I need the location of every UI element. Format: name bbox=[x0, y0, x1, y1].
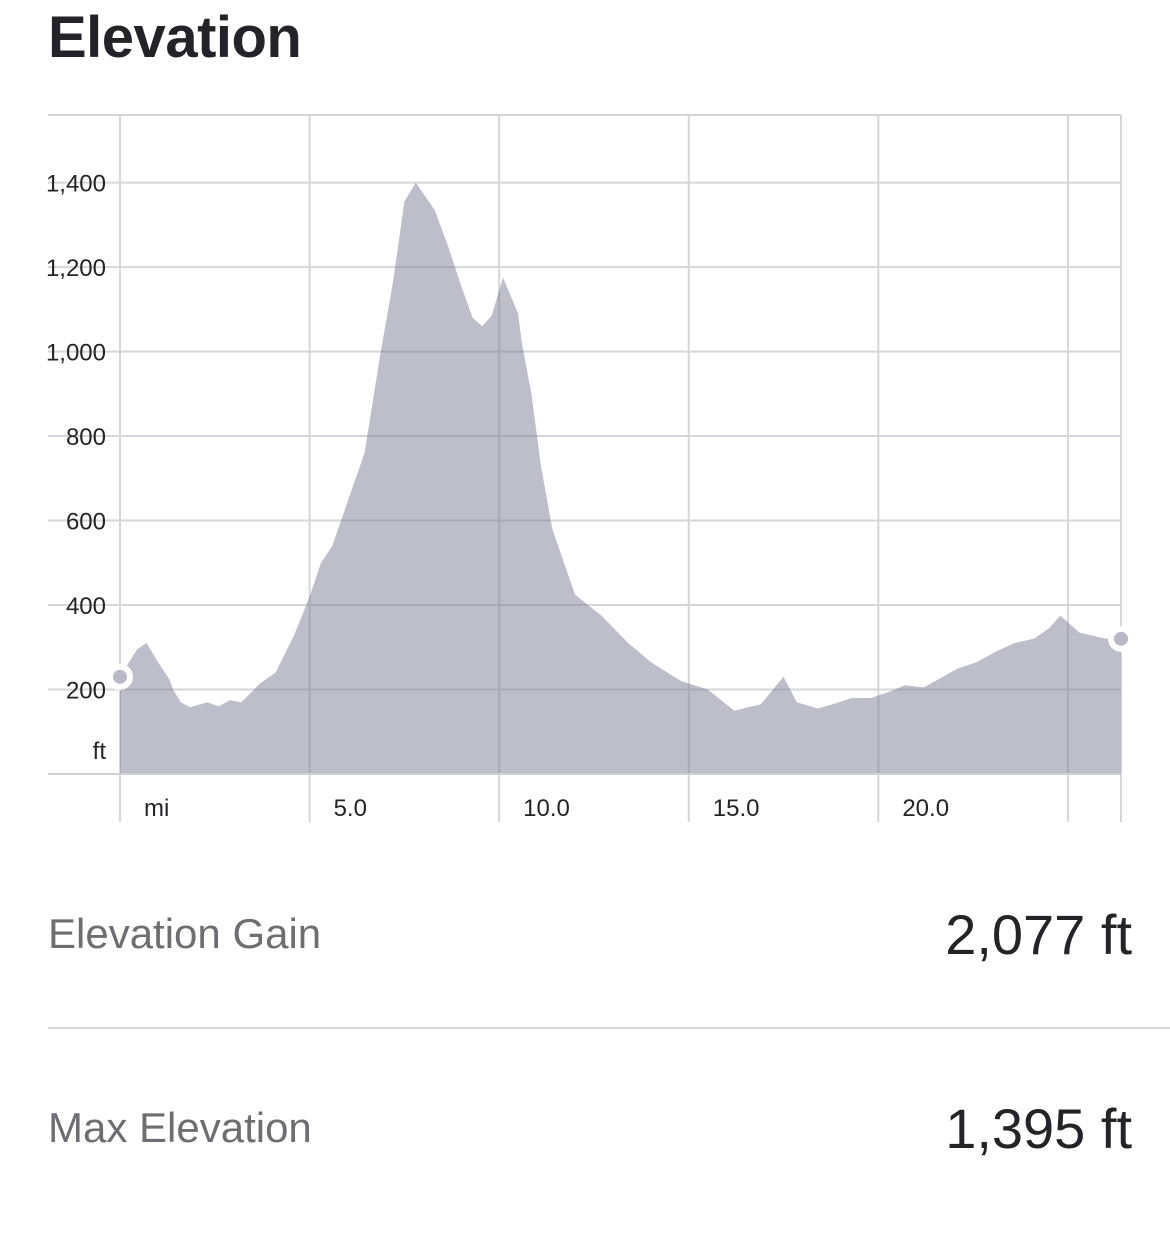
max-elevation-value: 1,395 ft bbox=[945, 1096, 1132, 1160]
end-marker[interactable] bbox=[1108, 625, 1134, 652]
x-tick-label: 10.0 bbox=[523, 795, 570, 822]
x-tick-label: 15.0 bbox=[713, 795, 760, 822]
elevation-gain-value: 2,077 ft bbox=[945, 902, 1132, 966]
elevation-gain-row: Elevation Gain 2,077 ft bbox=[48, 894, 1132, 974]
chart-tick-labels: 200 400 600 800 1,000 1,200 1,400 ft mi 5.0 10.0 15… bbox=[46, 171, 949, 822]
start-marker[interactable] bbox=[107, 663, 133, 690]
chart-markers bbox=[48, 625, 1134, 775]
x-tick-label: 20.0 bbox=[902, 795, 949, 822]
y-tick-label: 200 bbox=[66, 678, 106, 705]
y-tick-label: 800 bbox=[66, 424, 106, 451]
elevation-gain-label: Elevation Gain bbox=[48, 910, 322, 957]
stats-divider bbox=[48, 1027, 1170, 1029]
max-elevation-row: Max Elevation 1,395 ft bbox=[48, 1088, 1132, 1168]
y-tick-label: 400 bbox=[66, 593, 106, 620]
elevation-area bbox=[120, 182, 1121, 775]
max-elevation-label: Max Elevation bbox=[48, 1104, 312, 1151]
y-unit-label: ft bbox=[93, 738, 107, 765]
page-title: Elevation bbox=[48, 5, 302, 70]
y-tick-label: 1,000 bbox=[46, 340, 106, 367]
elevation-chart[interactable]: 200 400 600 800 1,000 1,200 1,400 ft mi 5.0 10.0 15… bbox=[0, 100, 1170, 830]
x-tick-label: mi bbox=[144, 795, 169, 822]
y-tick-label: 1,200 bbox=[46, 255, 106, 282]
x-tick-label: 5.0 bbox=[334, 795, 367, 822]
y-tick-label: 1,400 bbox=[46, 171, 106, 198]
y-tick-label: 600 bbox=[66, 509, 106, 536]
